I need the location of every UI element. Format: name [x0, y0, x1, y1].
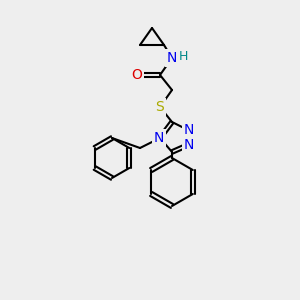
- Text: N: N: [184, 138, 194, 152]
- Text: N: N: [184, 123, 194, 137]
- Text: N: N: [167, 51, 177, 65]
- Text: S: S: [156, 100, 164, 114]
- Text: N: N: [154, 131, 164, 145]
- Text: H: H: [178, 50, 188, 64]
- Text: O: O: [132, 68, 142, 82]
